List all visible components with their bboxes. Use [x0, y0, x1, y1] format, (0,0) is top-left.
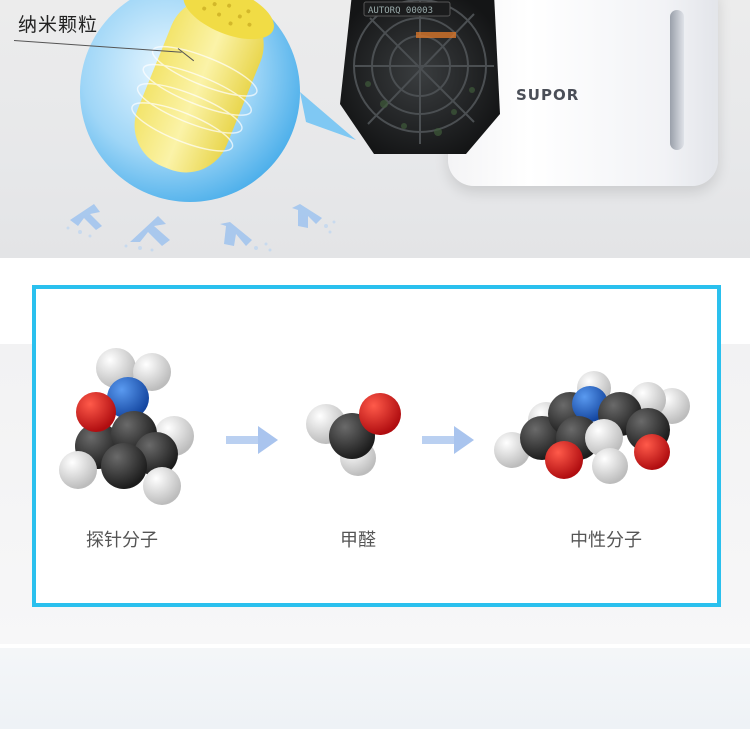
- nanoparticle-label: 纳米颗粒: [18, 14, 99, 36]
- neutral-molecule-label: 中性分子: [570, 530, 642, 551]
- reaction-arrow-1: [226, 426, 278, 454]
- probe-molecule: [59, 348, 194, 505]
- nanoparticle-magnifier-bubble: [80, 0, 356, 202]
- reaction-arrow-2: [422, 426, 474, 454]
- airflow-arrows: [66, 204, 336, 252]
- formaldehyde-molecule: [306, 393, 401, 476]
- purifier-side-slot: [670, 10, 684, 150]
- probe-molecule-label: 探针分子: [86, 530, 158, 551]
- fan-filter-unit: AUTORQ 00003: [340, 0, 500, 154]
- formaldehyde-label: 甲醛: [340, 530, 376, 551]
- neutral-molecule: [494, 371, 690, 484]
- footer-background: [0, 648, 750, 729]
- brand-logo: SUPOR: [516, 86, 580, 104]
- filter-screen-text: AUTORQ 00003: [368, 6, 433, 16]
- product-banner: AUTORQ 00003: [0, 0, 750, 258]
